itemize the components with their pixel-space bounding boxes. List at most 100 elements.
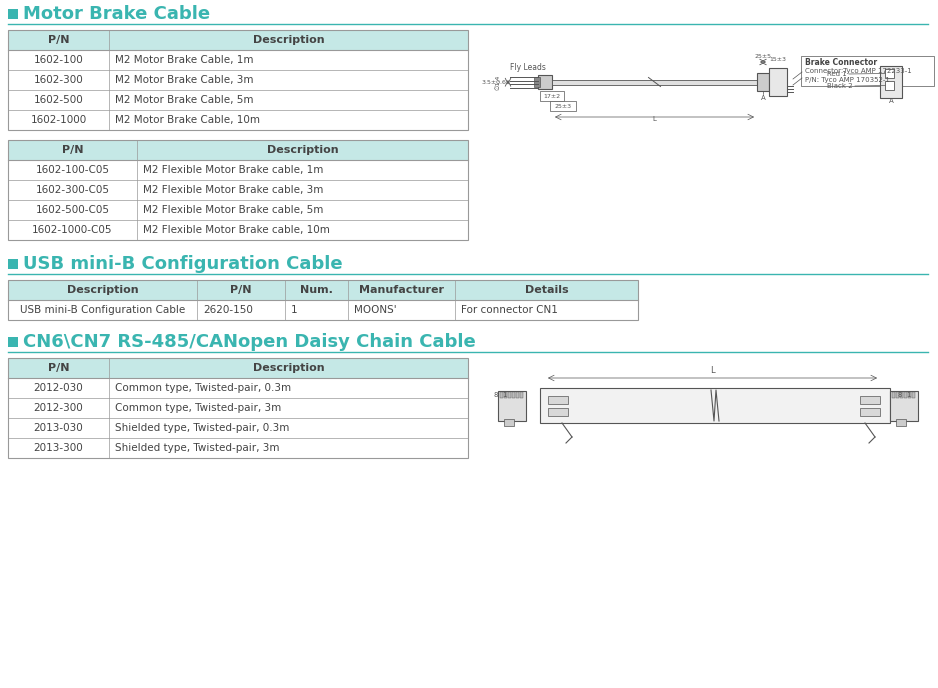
Text: 1602-1000-C05: 1602-1000-C05 [32,225,113,235]
Bar [8,180,468,200]
Bar [8,300,638,320]
Bar [8,280,638,300]
Text: A: A [761,95,765,101]
Bar [8,220,468,240]
Bar [904,391,907,398]
Bar [860,396,880,403]
Bar [548,396,568,403]
Text: 3.5±0.6: 3.5±0.6 [481,80,506,85]
Bar [8,140,468,160]
Text: 2012-030: 2012-030 [34,383,83,393]
Bar [8,398,468,418]
Text: Num.: Num. [300,285,333,295]
Text: M2 Flexible Motor Brake cable, 1m: M2 Flexible Motor Brake cable, 1m [143,165,324,175]
Text: 1: 1 [291,305,298,315]
Text: Description: Description [266,145,339,155]
Text: 2013-030: 2013-030 [34,423,83,433]
Bar [500,391,503,398]
Text: Manufacturer: Manufacturer [359,285,445,295]
Bar [8,160,468,180]
Text: Motor Brake Cable: Motor Brake Cable [23,5,210,23]
Bar [550,101,576,111]
Text: Black 2: Black 2 [827,83,853,89]
Text: P/N: P/N [231,285,251,295]
Text: 15±3: 15±3 [769,57,786,62]
Bar [896,391,899,398]
Text: L: L [653,116,657,122]
Text: USB mini-B Configuration Cable: USB mini-B Configuration Cable [23,255,342,273]
Text: M2 Flexible Motor Brake cable, 5m: M2 Flexible Motor Brake cable, 5m [143,205,324,215]
Text: 2620-150: 2620-150 [203,305,253,315]
Text: 2013-300: 2013-300 [34,443,83,453]
Text: Connector:Tyco AMP 172233-1: Connector:Tyco AMP 172233-1 [805,68,912,74]
Bar [769,68,787,96]
Text: 1602-500-C05: 1602-500-C05 [36,205,110,215]
Text: M2 Motor Brake Cable, 5m: M2 Motor Brake Cable, 5m [115,95,253,105]
Bar [8,438,468,458]
Text: Description: Description [67,285,138,295]
Bar [8,200,468,220]
Bar [912,391,915,398]
Bar [540,388,890,423]
Bar [892,391,895,398]
Text: MOONS': MOONS' [355,305,397,315]
Bar [8,30,468,50]
Bar [534,77,540,87]
Bar [8,378,468,398]
Text: M2 Flexible Motor Brake cable, 3m: M2 Flexible Motor Brake cable, 3m [143,185,324,195]
Text: M2 Flexible Motor Brake cable, 10m: M2 Flexible Motor Brake cable, 10m [143,225,329,235]
Bar [8,140,468,240]
Text: P/N: Tyco AMP 170352-1: P/N: Tyco AMP 170352-1 [805,77,890,83]
Bar [504,391,507,398]
Bar [498,391,526,420]
Bar [8,358,468,378]
Bar [8,90,468,110]
Bar [880,66,902,98]
Text: P/N: P/N [48,363,69,373]
Text: M2 Motor Brake Cable, 1m: M2 Motor Brake Cable, 1m [115,55,253,65]
Bar [885,69,894,78]
Text: Common type, Twisted-pair, 3m: Common type, Twisted-pair, 3m [115,403,281,413]
Bar [900,391,903,398]
Bar [8,110,468,130]
Text: 2012-300: 2012-300 [34,403,83,413]
Bar [540,91,564,101]
Text: USB mini-B Configuration Cable: USB mini-B Configuration Cable [20,305,185,315]
Text: CN6\CN7 RS-485/CANopen Daisy Chain Cable: CN6\CN7 RS-485/CANopen Daisy Chain Cable [23,333,476,351]
Bar [8,9,18,19]
Text: 1602-100: 1602-100 [34,55,83,65]
Bar [801,56,934,86]
Bar [8,30,468,130]
Bar [8,418,468,438]
Text: 1602-100-C05: 1602-100-C05 [36,165,110,175]
Bar [8,280,638,320]
Bar [8,50,468,70]
Text: Common type, Twisted-pair, 0.3m: Common type, Twisted-pair, 0.3m [115,383,292,393]
Text: Details: Details [525,285,568,295]
Bar [520,391,523,398]
Text: 8  1: 8 1 [494,392,507,398]
Bar [508,391,511,398]
Bar [885,81,894,90]
Text: 1602-500: 1602-500 [34,95,83,105]
Text: Red 1: Red 1 [827,71,847,77]
Text: Shielded type, Twisted-pair, 0.3m: Shielded type, Twisted-pair, 0.3m [115,423,290,433]
Text: 25±5: 25±5 [754,54,771,59]
Text: Fly Leads: Fly Leads [510,63,546,72]
Text: P/N: P/N [62,145,83,155]
Text: Brake Connector: Brake Connector [805,58,877,67]
Text: L: L [710,366,715,375]
Bar [504,418,514,425]
Text: M2 Motor Brake Cable, 10m: M2 Motor Brake Cable, 10m [115,115,260,125]
Text: ∅1.4: ∅1.4 [496,74,501,89]
Text: For connector CN1: For connector CN1 [461,305,558,315]
Bar [908,391,911,398]
Text: A: A [888,98,893,104]
Bar [552,80,757,85]
Bar [860,407,880,416]
Text: 25±3: 25±3 [554,103,571,109]
Bar [8,358,468,458]
Text: 1602-1000: 1602-1000 [30,115,86,125]
Text: 17±2: 17±2 [543,94,561,98]
Bar [8,70,468,90]
